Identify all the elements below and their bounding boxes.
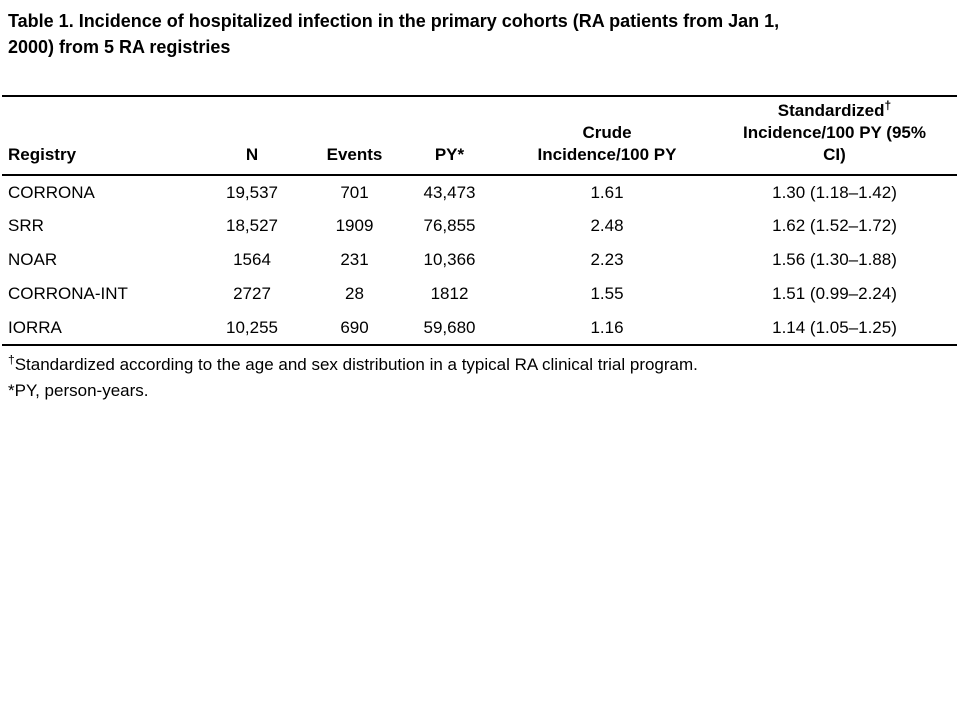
cell-crude-incidence: 2.23 — [590, 250, 624, 269]
cell-registry: CORRONA-INT — [8, 284, 128, 303]
cell-crude-incidence: 2.48 — [590, 216, 624, 235]
cell-n: 19,537 — [226, 182, 278, 202]
cell-registry: NOAR — [8, 250, 58, 269]
footnote-standardized-text: Standardized according to the age and se… — [14, 355, 698, 374]
cell-registry: SRR — [8, 216, 44, 235]
cell-py: 76,855 — [423, 216, 476, 235]
cell-py: 1812 — [430, 284, 469, 303]
cell-py: 10,366 — [423, 250, 476, 269]
table-row: NOAR 1564 231 10,366 2.23 1.56 (1.30–1.8… — [2, 243, 957, 277]
column-header-n: N — [192, 96, 312, 176]
column-header-crude: Crude Incidence/100 PY — [502, 96, 712, 176]
column-header-standardized: Standardized† Incidence/100 PY (95% CI) — [712, 96, 957, 176]
crude-header-line1: Crude — [582, 123, 632, 142]
cell-standardized-incidence: 1.62 (1.52–1.72) — [772, 216, 897, 235]
table-row: CORRONA-INT 2727 28 1812 1.55 1.51 (0.99… — [2, 277, 957, 311]
footnote-standardized: †Standardized according to the age and s… — [8, 352, 948, 378]
cell-n: 1564 — [233, 250, 271, 269]
cell-events: 28 — [345, 284, 364, 303]
dagger-superscript: † — [8, 352, 15, 367]
crude-header-line2: Incidence/100 PY — [537, 145, 677, 164]
column-header-py: PY* — [397, 96, 502, 176]
table-title: Table 1. Incidence of hospitalized infec… — [8, 8, 938, 60]
column-header-registry: Registry — [2, 96, 192, 176]
standardized-header-line3: CI) — [823, 145, 846, 164]
cell-standardized-incidence: 1.51 (0.99–2.24) — [772, 284, 897, 303]
cell-events: 1909 — [335, 216, 374, 235]
standardized-word: Standardized — [777, 101, 885, 120]
cell-events: 690 — [340, 317, 369, 337]
cell-n: 10,255 — [226, 317, 278, 337]
standardized-header-line1: Standardized† — [712, 98, 957, 122]
data-table: Registry N Events PY* Crude Incidence/10… — [2, 95, 957, 346]
table-title-line1: Table 1. Incidence of hospitalized infec… — [8, 11, 780, 31]
footnotes: †Standardized according to the age and s… — [8, 352, 948, 404]
cell-standardized-incidence: 1.14 (1.05–1.25) — [772, 317, 897, 337]
table-row: SRR 18,527 1909 76,855 2.48 1.62 (1.52–1… — [2, 209, 957, 243]
table-row: CORRONA 19,537 701 43,473 1.61 1.30 (1.1… — [2, 175, 957, 209]
cell-crude-incidence: 1.55 — [590, 284, 624, 303]
dagger-superscript: † — [884, 98, 892, 113]
table-row: IORRA 10,255 690 59,680 1.16 1.14 (1.05–… — [2, 311, 957, 345]
column-header-events: Events — [312, 96, 397, 176]
cell-registry: CORRONA — [8, 182, 95, 202]
cell-n: 18,527 — [226, 216, 278, 235]
header-row: Registry N Events PY* Crude Incidence/10… — [2, 96, 957, 176]
footnote-py: *PY, person-years. — [8, 381, 149, 400]
cell-standardized-incidence: 1.30 (1.18–1.42) — [772, 182, 897, 202]
cell-events: 231 — [340, 250, 369, 269]
cell-py: 59,680 — [423, 317, 476, 337]
cell-crude-incidence: 1.61 — [590, 182, 624, 202]
cell-crude-incidence: 1.16 — [590, 317, 624, 337]
cell-standardized-incidence: 1.56 (1.30–1.88) — [772, 250, 897, 269]
cell-registry: IORRA — [8, 317, 62, 337]
standardized-header-line2: Incidence/100 PY (95% — [742, 123, 926, 142]
cell-events: 701 — [340, 182, 369, 202]
table-title-line2: 2000) from 5 RA registries — [8, 37, 231, 57]
cell-n: 2727 — [233, 284, 271, 303]
cell-py: 43,473 — [423, 182, 476, 202]
